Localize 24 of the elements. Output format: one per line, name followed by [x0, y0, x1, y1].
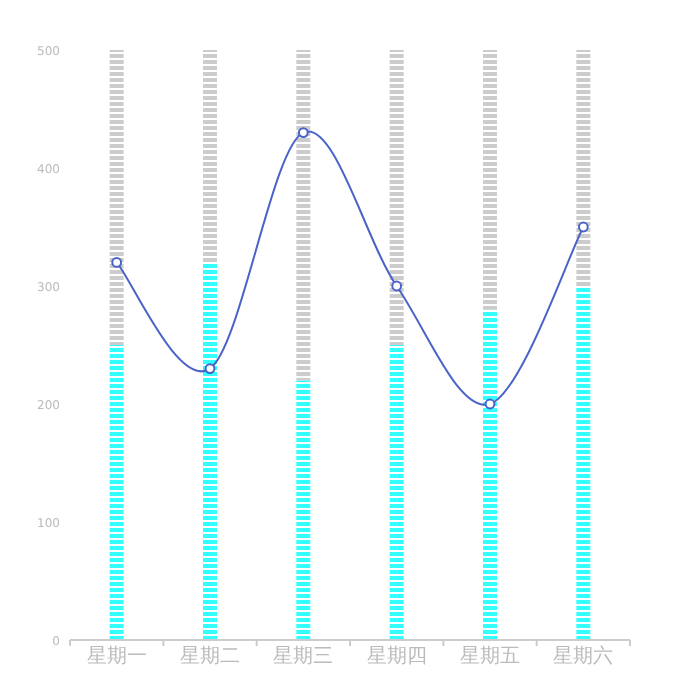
point	[391, 280, 403, 292]
bar	[296, 380, 311, 640]
x-tick-label: 星期六	[553, 644, 614, 668]
bar	[389, 50, 404, 345]
x-tick-label: 星期二	[180, 644, 240, 668]
bar	[389, 345, 404, 640]
point	[577, 221, 589, 233]
bar	[296, 50, 311, 381]
x-tick-label: 星期五	[460, 644, 520, 668]
bar	[576, 286, 591, 640]
point	[204, 363, 216, 374]
bar	[109, 50, 124, 345]
x-tick-label: 星期四	[366, 644, 427, 668]
point	[297, 127, 309, 138]
point	[111, 257, 123, 268]
bar	[203, 262, 217, 640]
bar	[109, 345, 124, 640]
bar	[576, 50, 591, 286]
x-tick-label: 星期一	[86, 644, 147, 668]
point	[484, 398, 496, 410]
bar	[483, 50, 497, 310]
x-tick-label: 星期三	[273, 644, 334, 668]
bar	[203, 50, 217, 263]
bar	[483, 309, 497, 640]
